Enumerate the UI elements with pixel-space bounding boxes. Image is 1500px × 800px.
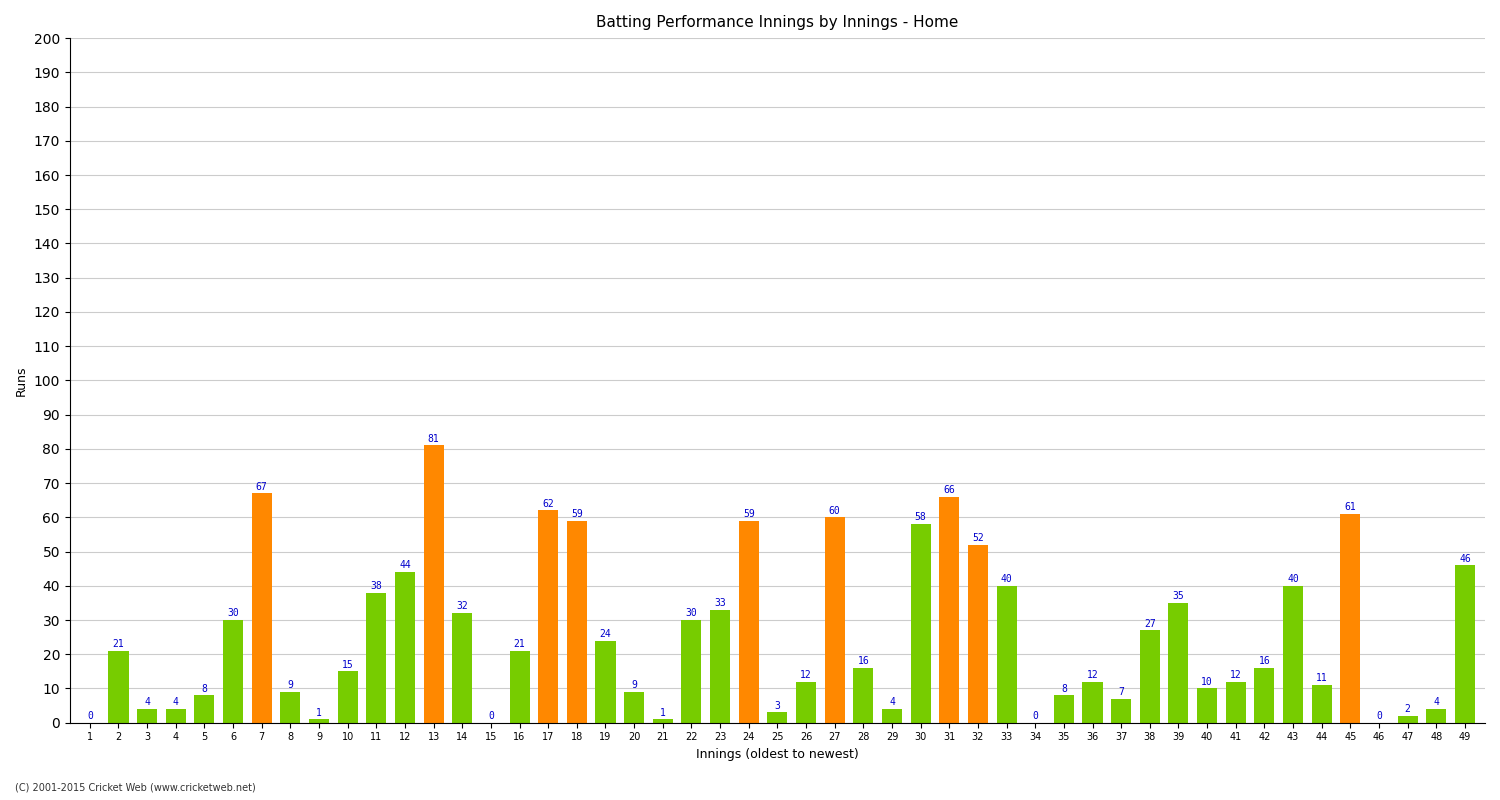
Text: 0: 0 [87, 711, 93, 721]
Text: 35: 35 [1173, 591, 1185, 602]
Text: 8: 8 [1060, 684, 1066, 694]
Text: 21: 21 [513, 639, 525, 649]
Bar [1282, 586, 1304, 722]
Text: 8: 8 [201, 684, 207, 694]
Bar [567, 521, 586, 722]
Text: 21: 21 [112, 639, 125, 649]
Bar [108, 651, 129, 722]
Text: 44: 44 [399, 560, 411, 570]
Bar [910, 524, 930, 722]
Text: 32: 32 [456, 602, 468, 611]
Text: 0: 0 [1376, 711, 1382, 721]
Bar [510, 651, 530, 722]
Text: 67: 67 [256, 482, 267, 492]
Bar [394, 572, 416, 722]
Text: 9: 9 [288, 680, 294, 690]
Bar [1341, 514, 1360, 722]
Text: 3: 3 [774, 701, 780, 710]
Text: 46: 46 [1460, 554, 1472, 563]
Text: 10: 10 [1202, 677, 1214, 686]
Text: 4: 4 [144, 698, 150, 707]
Text: 59: 59 [572, 509, 582, 519]
Text: 12: 12 [1230, 670, 1242, 680]
Text: 0: 0 [1032, 711, 1038, 721]
Bar [825, 518, 844, 722]
Bar [596, 641, 615, 722]
Text: 0: 0 [488, 711, 494, 721]
X-axis label: Innings (oldest to newest): Innings (oldest to newest) [696, 748, 859, 761]
Text: 4: 4 [172, 698, 178, 707]
Text: 4: 4 [890, 698, 896, 707]
Text: 16: 16 [858, 656, 868, 666]
Text: 33: 33 [714, 598, 726, 608]
Bar [195, 695, 214, 722]
Bar [1197, 689, 1216, 722]
Text: 9: 9 [632, 680, 638, 690]
Text: 7: 7 [1118, 687, 1124, 697]
Text: 1: 1 [316, 707, 322, 718]
Bar [624, 692, 644, 722]
Text: 12: 12 [1086, 670, 1098, 680]
Text: 12: 12 [800, 670, 812, 680]
Bar [136, 709, 158, 722]
Text: 11: 11 [1316, 674, 1328, 683]
Text: 40: 40 [1287, 574, 1299, 584]
Bar [280, 692, 300, 722]
Bar [681, 620, 702, 722]
Bar [309, 719, 328, 722]
Text: 4: 4 [1434, 698, 1438, 707]
Text: 24: 24 [600, 629, 612, 639]
Text: 16: 16 [1258, 656, 1270, 666]
Bar [1426, 709, 1446, 722]
Text: 59: 59 [742, 509, 754, 519]
Text: 52: 52 [972, 533, 984, 543]
Bar [1054, 695, 1074, 722]
Bar [538, 510, 558, 722]
Bar [1112, 698, 1131, 722]
Bar [996, 586, 1017, 722]
Text: 30: 30 [686, 608, 698, 618]
Text: 60: 60 [830, 506, 840, 516]
Bar [1311, 685, 1332, 722]
Bar [968, 545, 988, 722]
Y-axis label: Runs: Runs [15, 365, 28, 396]
Text: 15: 15 [342, 660, 354, 670]
Bar [796, 682, 816, 722]
Bar [768, 713, 788, 722]
Text: 61: 61 [1344, 502, 1356, 512]
Bar [366, 593, 387, 722]
Bar [853, 668, 873, 722]
Text: 30: 30 [226, 608, 238, 618]
Text: 40: 40 [1000, 574, 1012, 584]
Text: 81: 81 [427, 434, 439, 444]
Bar [224, 620, 243, 722]
Bar [882, 709, 902, 722]
Bar [738, 521, 759, 722]
Text: (C) 2001-2015 Cricket Web (www.cricketweb.net): (C) 2001-2015 Cricket Web (www.cricketwe… [15, 782, 255, 792]
Bar [1226, 682, 1246, 722]
Bar [165, 709, 186, 722]
Text: 66: 66 [944, 485, 956, 495]
Text: 62: 62 [543, 498, 554, 509]
Text: 2: 2 [1404, 704, 1410, 714]
Bar [652, 719, 674, 722]
Bar [939, 497, 960, 722]
Text: 27: 27 [1144, 618, 1155, 629]
Bar [338, 671, 357, 722]
Bar [710, 610, 730, 722]
Bar [452, 613, 472, 722]
Bar [1168, 603, 1188, 722]
Bar [1455, 566, 1474, 722]
Bar [1083, 682, 1102, 722]
Text: 58: 58 [915, 513, 927, 522]
Text: 1: 1 [660, 707, 666, 718]
Bar [252, 494, 272, 722]
Bar [1254, 668, 1275, 722]
Bar [1140, 630, 1160, 722]
Bar [1398, 716, 1417, 722]
Bar [423, 446, 444, 722]
Text: 38: 38 [370, 581, 382, 591]
Title: Batting Performance Innings by Innings - Home: Batting Performance Innings by Innings -… [596, 15, 958, 30]
